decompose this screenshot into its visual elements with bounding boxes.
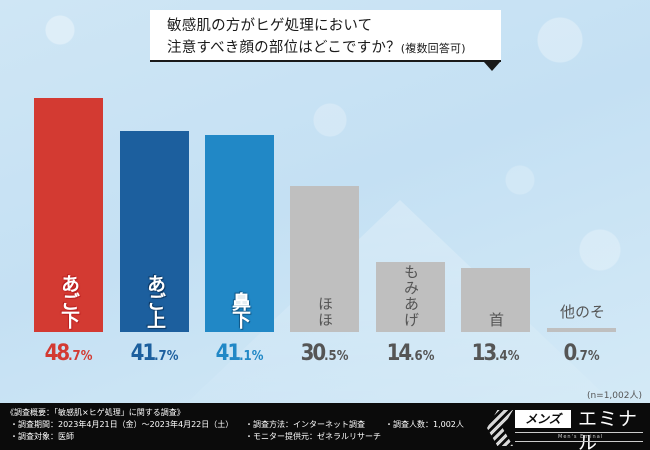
bar-kubi: 首 [461,268,530,332]
title-line-1: 敏感肌の方がヒゲ処理において [167,18,373,34]
brand-logo-text: エミナル [578,408,639,450]
speech-pointer-icon [484,62,500,71]
bar-agoshita: あご下 [34,98,103,332]
value-label: 0.7% [563,341,600,366]
bar-label: その他 [558,304,606,320]
value-label: 41.1% [215,341,264,366]
logo-divider [515,441,643,442]
question-title-box: 敏感肌の方がヒゲ処理において 注意すべき顔の部位はどこですか？(複数回答可) [150,10,501,62]
bar-label: ほほ [316,296,334,328]
value-label: 48.7% [44,341,93,366]
title-line-2: 注意すべき顔の部位はどこですか？(複数回答可) [167,37,501,60]
survey-method: ・調査方法：インターネット調査 [245,420,365,429]
bar-momiage: もみあげ [376,262,445,332]
title-question: 注意すべき顔の部位はどこですか？ [167,40,401,56]
bar-hoho: ほほ [290,186,359,332]
brand-logo-subtext: Men's Eminal [558,434,604,440]
bar-hanashita: 鼻下 [205,135,274,332]
title-note: (複数回答可) [400,42,466,55]
value-label: 41.7% [130,341,179,366]
bar-sonota: その他 [547,304,616,332]
bar-label: 首 [487,312,505,328]
logo-divider [515,432,643,433]
survey-provider: ・モニター提供元：ゼネラルリサーチ [245,432,381,441]
value-label: 13.4% [471,341,520,366]
survey-target: ・調査対象：医師 [10,432,74,441]
bar-label: もみあげ [402,264,420,328]
brand-logo-box: メンズ [515,410,571,428]
survey-period: ・調査期間：2023年4月21日（金）～2023年4月22日（土） [10,420,234,429]
bar-label: あご上 [144,274,166,328]
survey-summary: 《調査概要：「敏感肌×ヒゲ処理」に関する調査》 [6,408,185,417]
survey-count: ・調査人数：1,002人 [385,420,464,429]
sample-size-note: (n=1,002人) [586,391,642,401]
value-label: 14.6% [386,341,435,366]
bar-label: あご下 [58,274,80,328]
bar-label: 鼻下 [229,292,251,328]
value-label: 30.5% [300,341,349,366]
bar-agoue: あご上 [120,131,189,332]
